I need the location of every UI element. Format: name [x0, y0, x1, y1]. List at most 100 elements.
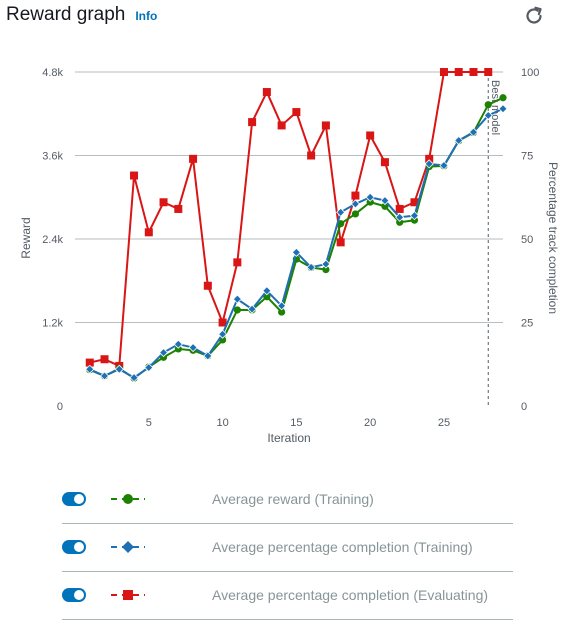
data-point-square	[469, 68, 478, 76]
data-point-diamond	[188, 342, 198, 353]
data-point-diamond	[468, 127, 479, 137]
data-point-diamond	[218, 329, 228, 339]
data-point-square	[144, 228, 153, 237]
data-point-diamond	[158, 347, 169, 358]
y2-tick-label: 75	[521, 151, 533, 163]
data-point-square	[277, 121, 286, 130]
data-point-square	[262, 88, 271, 97]
data-point-square	[454, 68, 463, 76]
chart-header: Reward graph Info	[6, 4, 157, 30]
y2-tick-label: 0	[521, 401, 527, 413]
refresh-icon[interactable]	[522, 4, 546, 28]
data-point-square	[366, 131, 375, 140]
y-tick-label: 1.2k	[42, 318, 63, 330]
data-point-diamond	[321, 259, 331, 269]
y2-tick-label: 50	[521, 234, 533, 246]
data-point-circle	[396, 218, 404, 226]
toggle-training-completion[interactable]	[62, 540, 86, 554]
data-point-diamond	[85, 364, 95, 374]
data-point-square	[395, 204, 404, 213]
data-point-square	[85, 358, 94, 367]
data-point-square	[425, 154, 434, 163]
data-point-diamond	[409, 211, 420, 221]
data-point-diamond	[144, 363, 154, 373]
data-point-square	[484, 68, 493, 76]
y2-tick-label: 100	[521, 67, 539, 79]
x-tick-label: 10	[216, 417, 228, 429]
data-point-circle	[499, 94, 507, 102]
data-point-square	[100, 355, 109, 364]
data-point-square	[351, 191, 360, 200]
y-axis-title: Reward	[19, 217, 33, 258]
data-point-diamond	[498, 104, 508, 114]
data-point-circle	[263, 293, 271, 301]
legend-row-training-completion: Average percentage completion (Training)	[62, 523, 513, 572]
x-tick-label: 5	[146, 417, 152, 429]
chart-title: Reward graph	[6, 4, 126, 25]
data-point-diamond	[350, 199, 360, 209]
toggle-training-reward[interactable]	[62, 492, 86, 506]
legend-glyph-circle	[111, 494, 145, 504]
y-tick-label: 4.8k	[42, 67, 63, 79]
legend-label: Average reward (Training)	[212, 491, 374, 507]
data-point-circle	[410, 216, 419, 224]
legend-label: Average percentage completion (Training)	[212, 539, 473, 555]
best-model-label: Best model	[489, 80, 501, 135]
data-point-circle	[322, 266, 330, 274]
x-axis-title: Iteration	[267, 431, 310, 445]
data-point-square	[189, 154, 198, 163]
data-point-diamond	[203, 351, 213, 361]
data-point-square	[336, 238, 345, 247]
reward-chart: 0 1.2k 2.4k 3.6k 4.8k 0 25 50 75 100 5 10 15 20 25 Iter…	[19, 67, 560, 445]
y2-tick-label: 25	[521, 318, 533, 330]
legend-label: Average percentage completion (Evaluatin…	[212, 587, 489, 603]
data-point-diamond	[291, 247, 301, 257]
data-point-diamond	[277, 301, 287, 311]
data-point-square	[410, 198, 419, 207]
legend-glyph-square	[111, 590, 145, 600]
y-tick-label: 2.4k	[42, 234, 63, 246]
legend-row-training-reward: Average reward (Training)	[62, 475, 513, 524]
data-point-diamond	[247, 304, 257, 314]
data-point-square	[203, 281, 212, 290]
legend-row-evaluating-completion: Average percentage completion (Evaluatin…	[62, 571, 513, 620]
data-point-diamond	[365, 192, 375, 202]
data-point-circle	[278, 308, 286, 316]
data-point-circle	[174, 345, 182, 353]
data-point-square	[174, 204, 183, 213]
data-point-diamond	[306, 262, 316, 272]
data-point-square	[159, 198, 168, 207]
data-point-square	[248, 118, 257, 127]
toggle-evaluating-completion[interactable]	[62, 588, 86, 602]
data-point-square	[439, 68, 448, 76]
data-point-diamond	[173, 339, 183, 349]
data-point-square	[307, 151, 316, 160]
data-point-square	[321, 121, 330, 130]
data-point-circle	[351, 210, 360, 218]
data-point-diamond	[424, 159, 434, 169]
data-point-circle	[366, 198, 374, 206]
y-tick-label: 3.6k	[42, 151, 63, 163]
data-point-square	[380, 158, 389, 167]
data-point-diamond	[336, 207, 346, 217]
data-point-square	[233, 258, 242, 267]
data-point-circle	[381, 202, 389, 210]
series-line	[89, 96, 504, 380]
data-point-diamond	[483, 110, 493, 120]
data-point-circle	[233, 306, 241, 314]
data-point-square	[130, 171, 139, 180]
x-tick-label: 15	[290, 417, 302, 429]
data-point-diamond	[439, 160, 449, 171]
y-tick-label: 0	[57, 401, 63, 413]
data-point-diamond	[99, 371, 110, 381]
data-point-square	[292, 108, 301, 117]
series-line	[89, 107, 504, 379]
x-tick-label: 20	[364, 417, 376, 429]
data-point-diamond	[129, 373, 139, 383]
data-point-circle	[484, 101, 492, 109]
data-point-diamond	[262, 286, 272, 296]
data-point-diamond	[114, 364, 124, 374]
info-link[interactable]: Info	[135, 9, 158, 23]
y2-axis-title: Percentage track completion	[546, 162, 560, 314]
data-point-square	[218, 318, 227, 327]
